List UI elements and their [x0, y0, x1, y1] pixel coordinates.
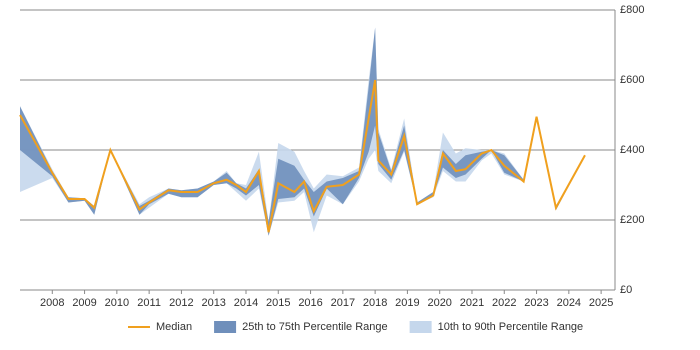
x-tick-label: 2019 — [395, 297, 419, 309]
x-tick-label: 2013 — [201, 297, 225, 309]
x-tick-label: 2024 — [557, 297, 581, 309]
y-tick-label: £0 — [620, 284, 632, 296]
x-tick-label: 2015 — [266, 297, 290, 309]
y-tick-label: £600 — [620, 74, 644, 86]
y-tick-label: £400 — [620, 144, 644, 156]
x-tick-label: 2022 — [492, 297, 516, 309]
legend-swatch — [409, 321, 432, 333]
legend-label: 10th to 90th Percentile Range — [438, 321, 584, 333]
x-tick-label: 2025 — [589, 297, 613, 309]
x-tick-label: 2009 — [72, 297, 96, 309]
x-tick-label: 2014 — [234, 297, 258, 309]
legend-label: Median — [156, 321, 192, 333]
y-tick-label: £200 — [620, 214, 644, 226]
x-tick-label: 2012 — [169, 297, 193, 309]
percentile-band — [20, 27, 585, 236]
percentile-band — [20, 27, 585, 236]
x-tick-label: 2021 — [460, 297, 484, 309]
median-line — [19, 79, 586, 233]
legend-label: 25th to 75th Percentile Range — [242, 321, 388, 333]
x-tick-label: 2018 — [363, 297, 387, 309]
x-tick-label: 2017 — [331, 297, 355, 309]
x-tick-label: 2010 — [105, 297, 129, 309]
legend-swatch — [214, 321, 237, 333]
y-tick-label: £800 — [620, 4, 644, 16]
x-tick-label: 2011 — [137, 297, 161, 309]
x-tick-label: 2020 — [427, 297, 451, 309]
x-tick-label: 2008 — [40, 297, 64, 309]
x-tick-label: 2016 — [298, 297, 322, 309]
x-tick-label: 2023 — [524, 297, 548, 309]
